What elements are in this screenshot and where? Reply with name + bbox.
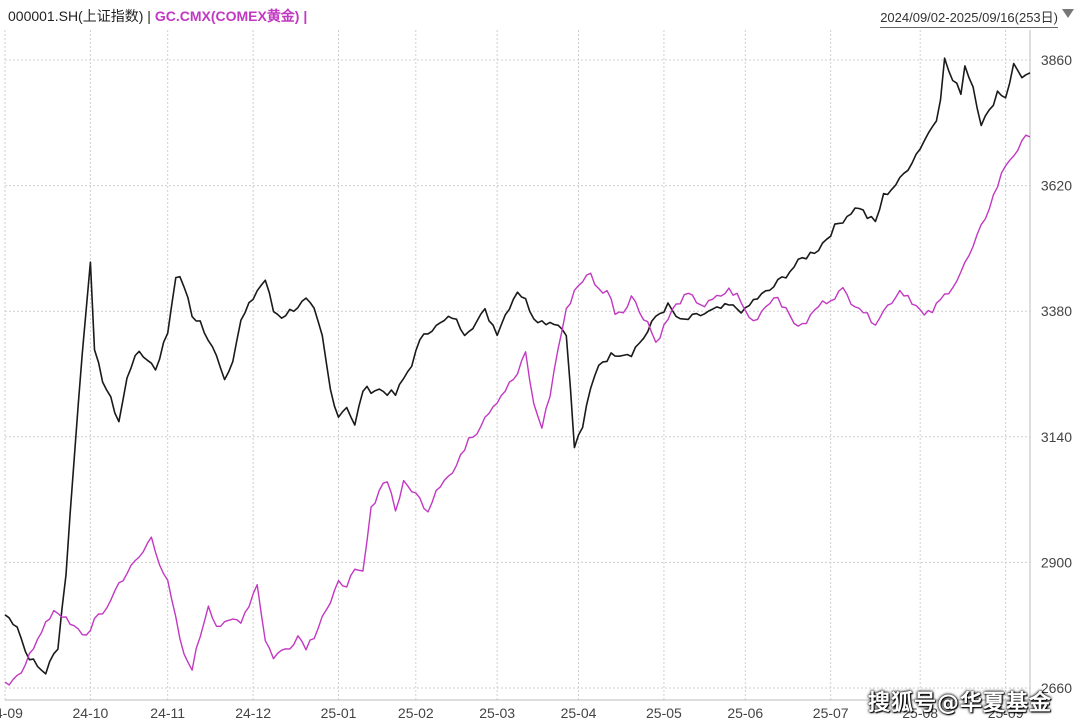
legend-series-gc[interactable]: GC.CMX(COMEX黄金) [154,8,300,24]
x-tick-label: 24-09 [0,705,23,721]
x-tick-label: 25-08 [902,705,938,721]
series-line-gc [4,134,1031,686]
y-tick-label: 3140 [1041,429,1072,445]
x-tick-label: 25-04 [561,705,597,721]
x-axis: 24-09 24-10 24-11 24-12 25-01 25-02 25-03 25-04… [0,705,1024,721]
y-tick-label: 2660 [1041,680,1072,696]
x-tick-label: 25-03 [479,705,515,721]
x-tick-label: 25-09 [988,705,1024,721]
x-tick-label: 25-05 [646,705,682,721]
x-tick-label: 24-10 [73,705,109,721]
date-range-label[interactable]: 2024/09/02-2025/09/16(253日) [880,7,1058,28]
chart-header: 000001.SH(上证指数) | GC.CMX(COMEX黄金) | 2024… [0,0,1080,30]
y-tick-label: 2900 [1041,554,1072,570]
legend-trailing-separator: | [303,8,308,24]
x-tick-label: 25-01 [321,705,357,721]
legend-series-sh[interactable]: 000001.SH(上证指数) [8,8,144,24]
y-tick-label: 3380 [1041,303,1072,319]
watermark: 搜狐号@华夏基金 [867,691,1052,716]
x-tick-label: 25-02 [398,705,434,721]
x-tick-label: 24-11 [150,705,185,721]
legend-separator: | [147,8,151,24]
triangle-down-icon[interactable] [1062,9,1074,18]
x-tick-label: 24-12 [235,705,271,721]
y-tick-label: 3620 [1041,178,1072,194]
legend: 000001.SH(上证指数) | GC.CMX(COMEX黄金) | [8,6,307,26]
x-tick-label: 25-06 [727,705,763,721]
x-tick-label: 25-07 [813,705,849,721]
series-line-sh [4,57,1031,675]
grid [4,30,1031,701]
y-tick-label: 3860 [1041,52,1072,68]
y-axis: 2660 2900 3140 3380 3620 3860 [1041,52,1072,696]
series-group [4,57,1031,686]
